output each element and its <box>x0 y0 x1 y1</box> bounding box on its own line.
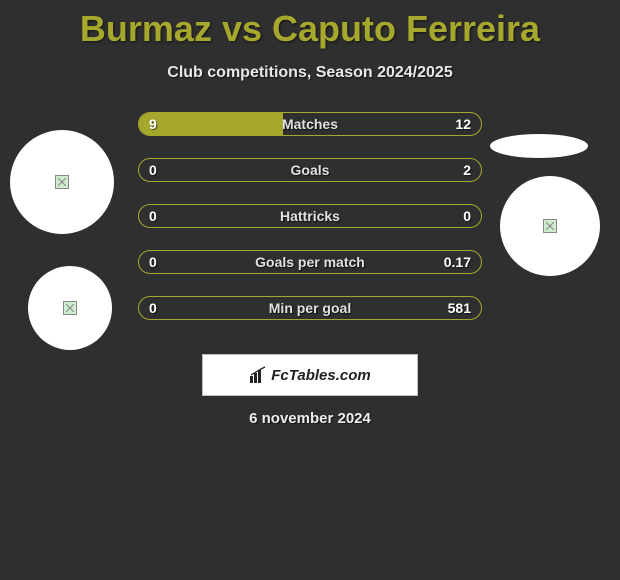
brand-box: FcTables.com <box>202 354 418 396</box>
page-title: Burmaz vs Caputo Ferreira <box>0 0 620 50</box>
bar-label: Goals per match <box>139 254 481 270</box>
stat-bar: 0Goals2 <box>138 158 482 182</box>
avatar-right-big <box>500 176 600 276</box>
footer-date: 6 november 2024 <box>0 410 620 427</box>
image-placeholder-icon <box>55 175 69 189</box>
avatar-left-small <box>28 266 112 350</box>
bar-label: Goals <box>139 162 481 178</box>
stat-bar: 0Goals per match0.17 <box>138 250 482 274</box>
bar-right-value: 0.17 <box>444 254 471 270</box>
stat-bar: 9Matches12 <box>138 112 482 136</box>
brand-logo-icon <box>249 366 267 384</box>
bar-label: Min per goal <box>139 300 481 316</box>
brand-text: FcTables.com <box>271 367 370 384</box>
avatar-left-big <box>10 130 114 234</box>
avatar-right-oval <box>490 134 588 158</box>
page-subtitle: Club competitions, Season 2024/2025 <box>0 64 620 82</box>
bar-right-value: 12 <box>455 116 471 132</box>
bar-list: 9Matches120Goals20Hattricks00Goals per m… <box>138 112 482 320</box>
bar-right-value: 581 <box>448 300 471 316</box>
bar-label: Hattricks <box>139 208 481 224</box>
bar-label: Matches <box>139 116 481 132</box>
image-placeholder-icon <box>543 219 557 233</box>
comparison-chart: 9Matches120Goals20Hattricks00Goals per m… <box>0 112 620 362</box>
stat-bar: 0Min per goal581 <box>138 296 482 320</box>
bar-right-value: 0 <box>463 208 471 224</box>
image-placeholder-icon <box>63 301 77 315</box>
bar-right-value: 2 <box>463 162 471 178</box>
stat-bar: 0Hattricks0 <box>138 204 482 228</box>
